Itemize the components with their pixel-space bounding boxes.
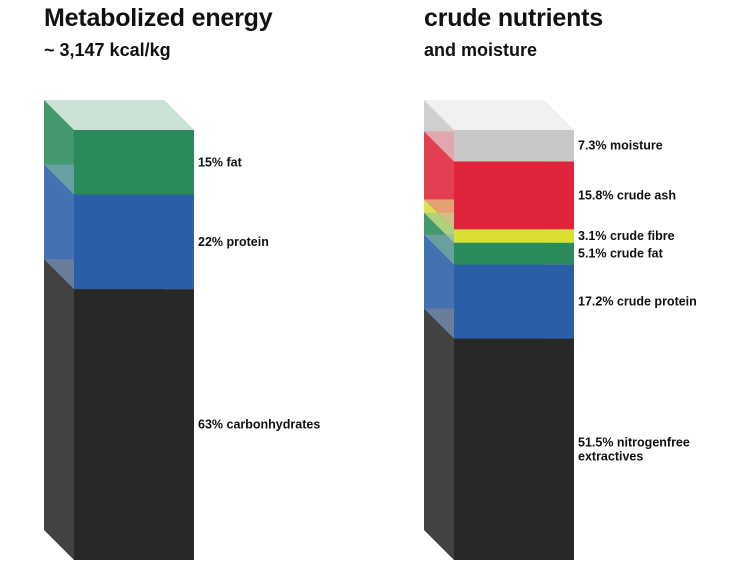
bar-segment-moisture <box>454 130 574 162</box>
bar-lid <box>424 100 574 130</box>
bar-segment-carbonhydrates <box>74 289 194 560</box>
segment-label-moisture: 7.3% moisture <box>578 139 663 153</box>
bar-segment-crude-fibre <box>454 229 574 243</box>
bar-lid <box>44 100 194 130</box>
segment-label-protein: 22% protein <box>198 235 269 249</box>
bar-side-protein <box>44 164 74 290</box>
bar-side-nitrogenfree-extractives <box>424 308 454 560</box>
segment-label-crude-ash: 15.8% crude ash <box>578 188 676 202</box>
bar-segment-crude-fat <box>454 242 574 265</box>
bar-segment-crude-protein <box>454 264 574 339</box>
segment-label-fat: 15% fat <box>198 155 243 169</box>
segment-label-crude-protein: 17.2% crude protein <box>578 295 697 309</box>
segment-label-crude-fat: 5.1% crude fat <box>578 247 664 261</box>
stacked-bar-3d: 15% fat 22% protein 63% carbonhydrates <box>44 100 320 560</box>
crude-nutrients-chart: crude nutrients and moisture 7.3% moistu… <box>380 0 720 569</box>
stacked-bar-3d: 7.3% moisture 15.8% crude ash 3.1% crude f… <box>424 100 697 560</box>
chart-title: Metabolized energy <box>44 4 273 32</box>
segment-label-crude-fibre: 3.1% crude fibre <box>578 229 675 243</box>
metabolized-energy-chart: Metabolized energy ~ 3,147 kcal/kg 15% f… <box>0 0 340 569</box>
bar-segment-crude-ash <box>454 161 574 230</box>
segment-label-nitrogenfree-extractives: 51.5% nitrogenfree extractives <box>578 435 690 463</box>
segment-label-carbonhydrates: 63% carbonhydrates <box>198 418 320 432</box>
chart-title: crude nutrients <box>424 4 603 32</box>
bar-segment-fat <box>74 130 194 195</box>
bar-side-carbonhydrates <box>44 259 74 560</box>
chart-subtitle: ~ 3,147 kcal/kg <box>44 40 171 60</box>
chart-subtitle: and moisture <box>424 40 538 60</box>
bar-segment-nitrogenfree-extractives <box>454 338 574 560</box>
bar-segment-protein <box>74 194 194 290</box>
